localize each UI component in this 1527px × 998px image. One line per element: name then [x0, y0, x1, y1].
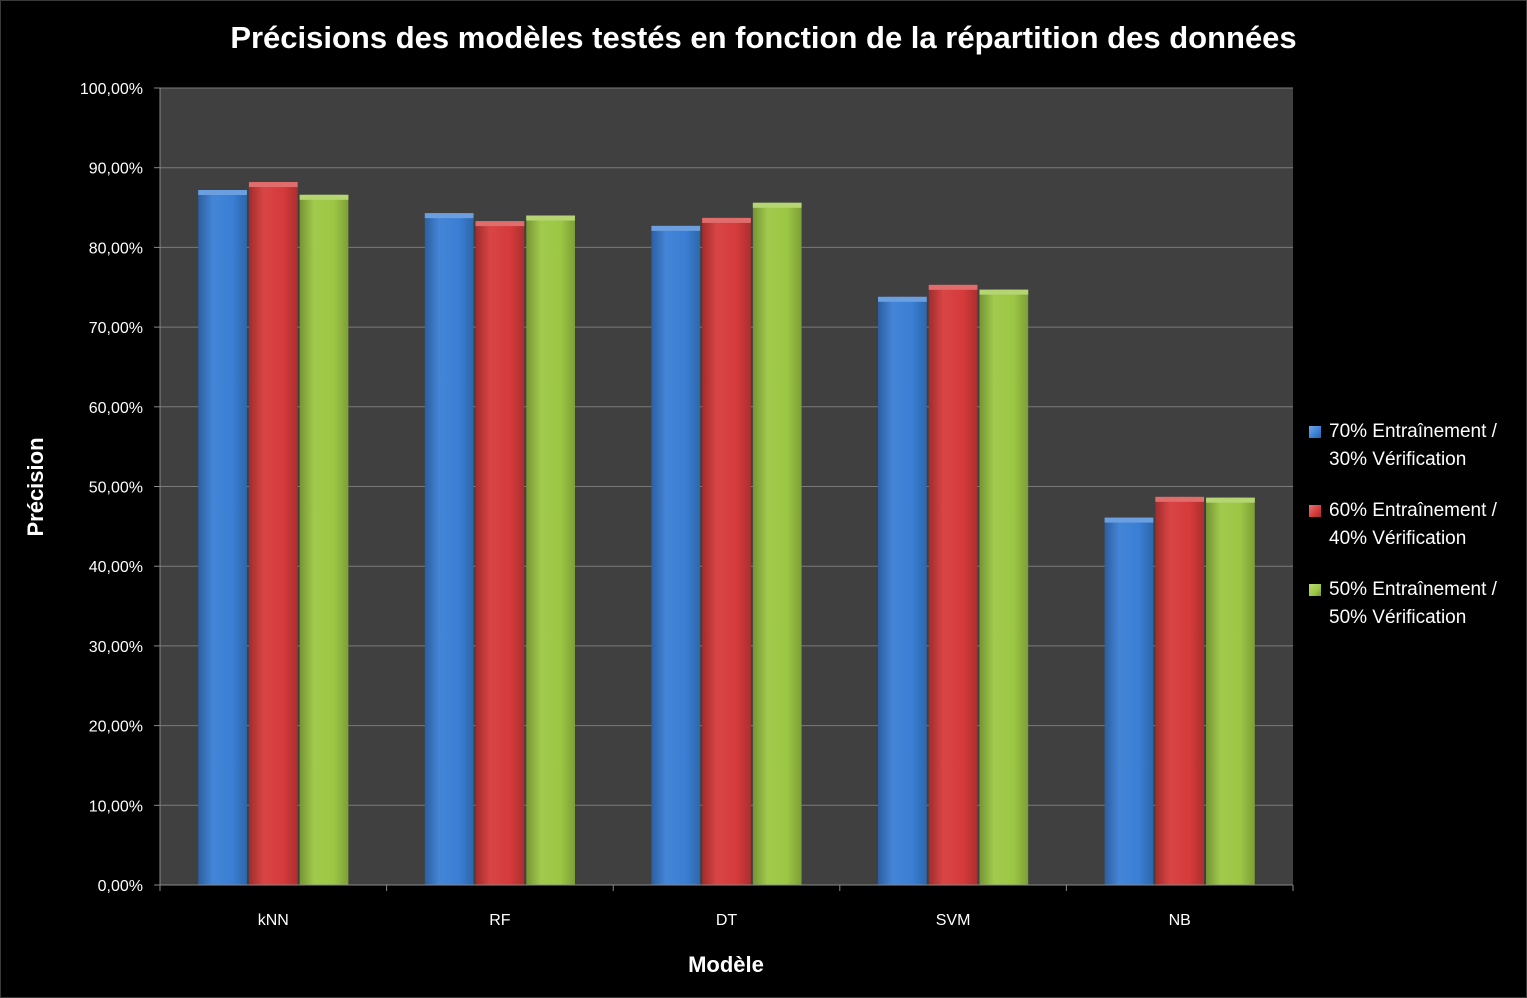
x-axis-title: Modèle: [688, 952, 764, 977]
y-tick-label: 90,00%: [89, 161, 143, 178]
y-tick-label: 0,00%: [98, 878, 143, 895]
bar-dt-series-3: [752, 202, 802, 885]
bar-rf-series-3: [526, 215, 575, 885]
bar-nb-series-2: [1155, 496, 1205, 885]
y-tick-label: 70,00%: [89, 320, 143, 337]
legend-label-line-1: 60% Entraînement /: [1329, 500, 1497, 521]
y-tick-label: 20,00%: [89, 719, 143, 736]
legend-item-series-2: 60% Entraînement / 40% Vérification: [1309, 497, 1524, 553]
y-tick-label: 10,00%: [89, 798, 143, 815]
bar-top-knn-series-1: [198, 190, 247, 196]
bar-knn-series-2: [248, 182, 298, 885]
bar-dt-series-1: [651, 225, 701, 886]
y-tick-label: 80,00%: [89, 240, 143, 257]
x-tick-label: DT: [716, 912, 738, 929]
bar-top-dt-series-2: [702, 217, 751, 223]
x-tick-labels: kNN RF DT SVM NB: [159, 885, 1294, 929]
bar-top-rf-series-3: [526, 215, 575, 221]
x-tick-label: kNN: [258, 912, 289, 929]
y-tick-label: 30,00%: [89, 639, 143, 656]
legend-label-line-1: 50% Entraînement /: [1329, 579, 1497, 600]
bar-svm-series-3: [979, 289, 1029, 885]
bar-top-knn-series-2: [248, 182, 298, 188]
bar-top-rf-series-1: [424, 213, 474, 219]
bar-knn-series-3: [299, 194, 349, 886]
legend-label-line-2: 40% Vérification: [1329, 528, 1467, 549]
bar-top-svm-series-2: [928, 284, 978, 290]
x-tick-label: SVM: [936, 912, 971, 929]
legend-label-line-2: 50% Vérification: [1329, 607, 1467, 628]
bar-top-knn-series-3: [299, 194, 349, 200]
legend-item-series-1: 70% Entraînement / 30% Vérification: [1309, 418, 1524, 474]
bar-top-dt-series-1: [651, 225, 701, 231]
bar-dt-series-2: [702, 217, 751, 885]
bar-top-svm-series-3: [979, 289, 1029, 295]
legend-label-line-2: 30% Vérification: [1329, 449, 1467, 470]
legend-item-series-3: 50% Entraînement / 50% Vérification: [1309, 576, 1524, 632]
bar-knn-series-1: [198, 190, 247, 886]
bar-top-nb-series-1: [1104, 517, 1154, 523]
legend-label-line-1: 70% Entraînement /: [1329, 421, 1497, 442]
legend-swatch-series-1: [1309, 426, 1321, 438]
bar-nb-series-1: [1104, 517, 1154, 885]
y-tick-label: 40,00%: [89, 559, 143, 576]
y-tick-labels: 0,00% 10,00% 20,00% 30,00% 40,00% 50,00% 60,00…: [80, 81, 160, 895]
bar-svm-series-1: [878, 296, 927, 886]
y-axis-title: Précision: [23, 437, 48, 537]
x-tick-label: RF: [489, 912, 511, 929]
bar-top-rf-series-2: [475, 221, 525, 227]
legend-swatch-series-2: [1309, 505, 1321, 517]
y-tick-label: 50,00%: [89, 480, 143, 497]
bar-svm-series-2: [928, 284, 978, 885]
chart-title: Précisions des modèles testés en fonctio…: [230, 20, 1297, 55]
x-tick-label: NB: [1169, 912, 1191, 929]
bar-top-nb-series-2: [1155, 496, 1205, 502]
y-tick-label: 100,00%: [80, 81, 143, 98]
y-tick-label: 60,00%: [89, 400, 143, 417]
bars: [198, 182, 1255, 886]
bar-rf-series-1: [424, 213, 474, 885]
bar-rf-series-2: [475, 221, 525, 885]
legend-swatch-series-3: [1309, 584, 1321, 596]
bar-top-dt-series-3: [752, 202, 802, 208]
legend: 70% Entraînement / 30% Vérification 60% …: [1309, 418, 1524, 655]
bar-top-nb-series-3: [1206, 497, 1255, 503]
bar-nb-series-3: [1206, 497, 1255, 885]
bar-top-svm-series-1: [878, 296, 927, 302]
